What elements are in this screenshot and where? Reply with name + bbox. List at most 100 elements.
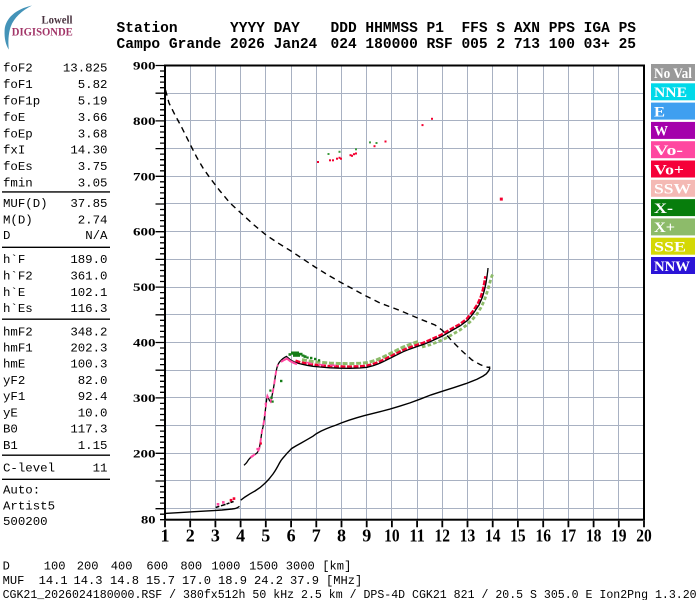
svg-text:400: 400 [133,336,156,350]
svg-text:D: D [3,229,10,243]
svg-text:2: 2 [186,525,195,545]
svg-text:100.3: 100.3 [70,358,107,372]
svg-text:fmin: fmin [3,177,33,191]
svg-text:4: 4 [236,525,245,545]
svg-text:foEp: foEp [3,127,33,141]
svg-text:N/A: N/A [85,229,108,243]
svg-text:E: E [654,104,665,120]
svg-text:361.0: 361.0 [70,270,107,284]
svg-text:202.3: 202.3 [70,341,107,355]
svg-text:700: 700 [133,169,156,183]
svg-text:100: 100 [44,559,66,573]
svg-text:17: 17 [561,525,577,545]
svg-text:37.85: 37.85 [70,197,107,211]
svg-text:500: 500 [133,280,156,294]
svg-text:102.1: 102.1 [70,286,107,300]
svg-text:X-: X- [654,201,673,217]
svg-text:14: 14 [485,525,501,545]
svg-text:12: 12 [435,525,451,545]
svg-text:200: 200 [77,559,99,573]
svg-text:11: 11 [409,525,425,545]
svg-text:8: 8 [337,525,346,545]
svg-text:yF2: yF2 [3,374,25,388]
svg-text:M(D): M(D) [3,213,33,227]
svg-text:19: 19 [611,525,627,545]
svg-text:800: 800 [180,559,202,573]
svg-text:14.3: 14.3 [74,574,103,588]
svg-text:300: 300 [133,391,156,405]
svg-text:MUF(D): MUF(D) [3,197,48,211]
svg-text:400: 400 [111,559,133,573]
svg-text:3.66: 3.66 [78,111,108,125]
svg-text:MUF: MUF [3,574,25,588]
svg-text:16: 16 [535,525,551,545]
svg-text:D: D [3,559,10,573]
svg-text:Vo-: Vo- [654,143,683,159]
svg-text:10: 10 [384,525,400,545]
svg-text:1: 1 [161,525,170,545]
svg-text:h`Es: h`Es [3,302,33,316]
svg-text:Lowell: Lowell [42,15,73,27]
svg-text:13: 13 [460,525,476,545]
svg-text:20: 20 [636,525,652,545]
svg-text:11: 11 [93,461,108,475]
svg-text:DIGISONDE: DIGISONDE [12,25,73,39]
svg-text:Artist5: Artist5 [3,499,55,513]
svg-text:yF1: yF1 [3,390,25,404]
svg-text:fxI: fxI [3,144,25,158]
svg-text:hmF1: hmF1 [3,341,33,355]
svg-text:024 180000 RSF 005 2 713 100 0: 024 180000 RSF 005 2 713 100 03+ 25 [331,37,637,53]
svg-text:DDD HHMMSS P1 FFS S AXN PPS I: DDD HHMMSS P1 FFS S AXN PPS IGA PS [331,21,637,37]
svg-text:116.3: 116.3 [70,302,107,316]
svg-text:15.7: 15.7 [146,574,175,588]
svg-text:189.0: 189.0 [70,253,107,267]
svg-text:1500: 1500 [249,559,278,573]
svg-text:h`E: h`E [3,286,25,300]
svg-text:900: 900 [133,59,156,73]
svg-text:h`F: h`F [3,253,25,267]
svg-text:C-level: C-level [3,461,55,475]
svg-text:Vo+: Vo+ [654,162,684,178]
svg-text:14.30: 14.30 [70,144,107,158]
svg-text:13.825: 13.825 [63,62,108,76]
svg-text:3: 3 [211,525,220,545]
svg-text:CGK21_2026024180000.RSF / 380f: CGK21_2026024180000.RSF / 380fx512h 50 k… [3,589,697,600]
svg-text:foF1p: foF1p [3,94,40,108]
svg-text:foF2: foF2 [3,62,33,76]
svg-text:800: 800 [133,114,156,128]
svg-text:18: 18 [586,525,602,545]
svg-text:24.2: 24.2 [254,574,283,588]
svg-text:foEs: foEs [3,160,33,174]
svg-text:foE: foE [3,111,25,125]
svg-text:2.74: 2.74 [78,213,108,227]
svg-text:[MHz]: [MHz] [326,574,362,588]
svg-text:Station YYYY DAY: Station YYYY DAY [117,21,301,37]
svg-text:18.9: 18.9 [218,574,247,588]
svg-text:14.1: 14.1 [39,574,68,588]
svg-text:600: 600 [146,559,168,573]
svg-text:5.82: 5.82 [78,78,108,92]
svg-text:No Val: No Val [654,66,692,82]
svg-text:5.19: 5.19 [78,94,108,108]
svg-text:NNE: NNE [654,85,687,101]
svg-text:200: 200 [133,446,156,460]
svg-text:37.9: 37.9 [290,574,319,588]
svg-text:3.05: 3.05 [78,177,108,191]
svg-text:80: 80 [141,513,156,527]
svg-text:yE: yE [3,406,18,420]
svg-text:hmE: hmE [3,358,25,372]
svg-text:SSW: SSW [654,182,691,198]
svg-text:17.0: 17.0 [182,574,211,588]
svg-text:X+: X+ [654,220,675,236]
svg-text:14.8: 14.8 [110,574,139,588]
svg-text:600: 600 [133,225,156,239]
svg-text:15: 15 [510,525,526,545]
svg-text:82.0: 82.0 [78,374,108,388]
svg-text:9: 9 [362,525,371,545]
svg-text:B0: B0 [3,423,18,437]
svg-text:3.68: 3.68 [78,127,108,141]
svg-text:7: 7 [312,525,321,545]
svg-text:5: 5 [261,525,270,545]
svg-text:Auto:: Auto: [3,484,40,498]
svg-text:500200: 500200 [3,515,48,529]
